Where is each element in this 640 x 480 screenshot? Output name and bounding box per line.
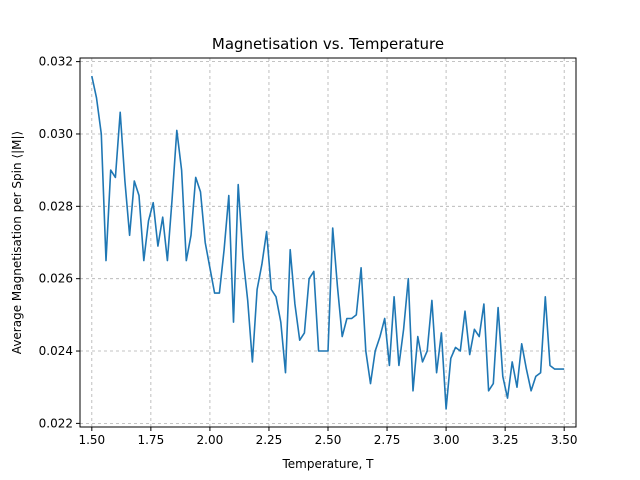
y-tick-label: 0.030 bbox=[39, 127, 73, 141]
x-tick-label: 2.75 bbox=[374, 433, 401, 447]
x-tick-label: 2.50 bbox=[315, 433, 342, 447]
y-tick-label: 0.024 bbox=[39, 344, 73, 358]
x-tick-label: 3.25 bbox=[492, 433, 519, 447]
y-tick-label: 0.022 bbox=[39, 416, 73, 430]
y-tick-label: 0.026 bbox=[39, 272, 73, 286]
tick-layer: 1.50 1.75 2.00 2.25 2.50 2.75 3.00 3.25 3.50 0.02… bbox=[39, 55, 578, 447]
y-tick-label: 0.032 bbox=[39, 55, 73, 69]
line-layer bbox=[91, 75, 565, 410]
y-axis-label: Average Magnetisation per Spin ⟨|M|⟩ bbox=[10, 131, 24, 354]
x-tick-label: 2.00 bbox=[197, 433, 224, 447]
series-line bbox=[91, 75, 565, 410]
x-tick-label: 2.25 bbox=[256, 433, 283, 447]
x-tick-label: 3.00 bbox=[433, 433, 460, 447]
y-tick-label: 0.028 bbox=[39, 199, 73, 213]
chart-title: Magnetisation vs. Temperature bbox=[212, 35, 444, 53]
x-tick-label: 1.50 bbox=[78, 433, 105, 447]
x-tick-label: 3.50 bbox=[551, 433, 578, 447]
x-axis-label: Temperature, T bbox=[282, 457, 375, 471]
x-tick-label: 1.75 bbox=[137, 433, 164, 447]
